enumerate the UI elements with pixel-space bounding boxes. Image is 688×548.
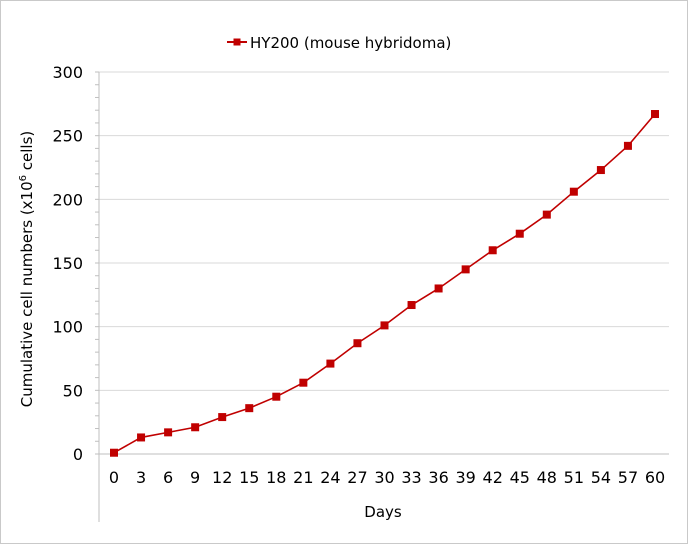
data-point-day-21 (299, 378, 308, 387)
x-tick-label-30: 30 (374, 468, 394, 487)
x-tick-label-36: 36 (428, 468, 448, 487)
y-axis-title-suffix: cells) (18, 131, 36, 175)
series-line (113, 113, 656, 454)
axes (95, 71, 669, 522)
y-tick-label-250: 250 (52, 127, 83, 146)
x-tick-label-51: 51 (564, 468, 584, 487)
x-tick-label-42: 42 (483, 468, 503, 487)
x-tick-label-9: 9 (190, 468, 200, 487)
x-tick-label-45: 45 (510, 468, 530, 487)
data-point-day-54 (596, 166, 605, 175)
data-point-day-12 (218, 413, 227, 422)
legend: HY200 (mouse hybridoma) (227, 34, 451, 52)
x-tick-label-0: 0 (109, 468, 119, 487)
legend-label: HY200 (mouse hybridoma) (250, 34, 451, 52)
x-tick-label-21: 21 (293, 468, 313, 487)
y-tick-label-0: 0 (73, 445, 83, 464)
data-point-day-39 (461, 265, 470, 274)
data-point-day-42 (488, 246, 497, 255)
y-tick-label-300: 300 (52, 63, 83, 82)
x-tick-labels: 0 3 6 9 12 15 18 21 24 27 30 33 36 39 42 45 48 51 54 57 60 (109, 468, 665, 487)
y-tick-label-200: 200 (52, 190, 83, 209)
data-point-day-36 (434, 284, 443, 293)
x-tick-label-18: 18 (266, 468, 286, 487)
data-point-day-24 (326, 359, 335, 368)
data-point-day-3 (137, 433, 146, 442)
y-tick-label-50: 50 (63, 381, 83, 400)
gridlines (99, 71, 669, 391)
data-point-day-27 (353, 339, 362, 348)
data-point-day-45 (515, 229, 524, 238)
y-tick-labels: 0 50 100 150 200 250 300 (52, 63, 83, 464)
data-point-day-51 (569, 187, 578, 196)
x-tick-label-39: 39 (455, 468, 475, 487)
x-tick-label-57: 57 (618, 468, 638, 487)
y-tick-label-150: 150 (52, 254, 83, 273)
x-tick-label-60: 60 (645, 468, 665, 487)
x-axis-title: Days (364, 503, 402, 521)
y-axis-title-main: Cumulative cell numbers (x10 (18, 181, 36, 407)
x-tick-label-48: 48 (537, 468, 557, 487)
x-tick-label-24: 24 (320, 468, 340, 487)
data-point-day-0 (110, 448, 118, 457)
legend-marker-swatch (233, 38, 241, 46)
y-tick-label-100: 100 (52, 318, 83, 337)
data-point-day-60 (651, 110, 659, 119)
y-axis-title-superscript: 6 (18, 175, 29, 181)
data-point-day-6 (164, 428, 173, 437)
x-tick-label-12: 12 (212, 468, 232, 487)
x-tick-label-54: 54 (591, 468, 611, 487)
data-point-day-18 (272, 392, 281, 401)
data-point-day-9 (191, 423, 200, 432)
x-tick-label-27: 27 (347, 468, 367, 487)
data-point-day-57 (623, 141, 632, 150)
x-tick-label-33: 33 (401, 468, 421, 487)
data-point-day-30 (380, 321, 389, 330)
x-tick-label-15: 15 (239, 468, 259, 487)
x-tick-label-3: 3 (136, 468, 146, 487)
x-tick-label-6: 6 (163, 468, 173, 487)
data-point-day-48 (542, 210, 551, 219)
data-point-day-33 (407, 301, 416, 310)
plot-area (110, 110, 659, 457)
y-axis-title: Cumulative cell numbers (x106 cells) (18, 131, 36, 408)
data-point-day-15 (245, 404, 254, 413)
